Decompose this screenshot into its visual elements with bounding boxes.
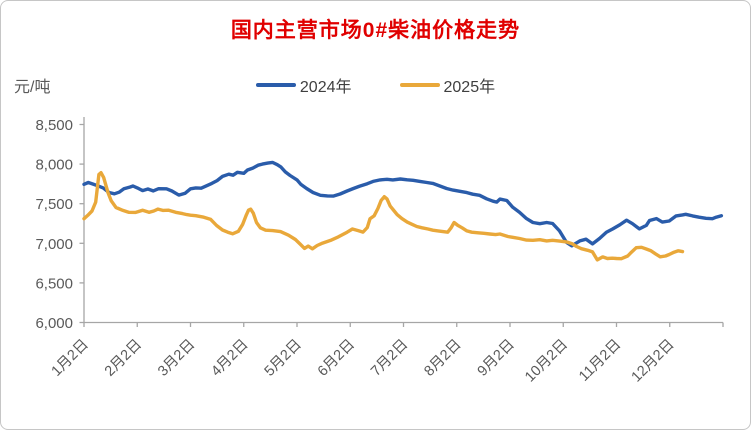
legend-swatch-2025 bbox=[399, 82, 440, 88]
x-axis-tick-label: 5月2日 bbox=[262, 337, 305, 380]
x-axis-tick-label: 6月2日 bbox=[315, 337, 358, 380]
legend-item-2024: 2024年 bbox=[255, 73, 352, 97]
x-axis-tick-label: 1月2日 bbox=[49, 337, 92, 380]
legend-label-2025: 2025年 bbox=[443, 79, 496, 96]
x-axis-tick-label: 4月2日 bbox=[208, 337, 251, 380]
y-axis-tick-label: 8,500 bbox=[35, 117, 73, 134]
y-axis-unit-label: 元/吨 bbox=[14, 79, 51, 96]
legend-item-2025: 2025年 bbox=[399, 73, 496, 97]
x-axis-tick-label: 10月2日 bbox=[522, 337, 571, 386]
x-axis-tick-label: 11月2日 bbox=[576, 337, 624, 385]
legend-label-2024: 2024年 bbox=[299, 79, 352, 96]
series-line-2025年 bbox=[82, 170, 685, 262]
x-axis-tick-label: 7月2日 bbox=[368, 337, 411, 380]
x-axis-tick-label: 12月2日 bbox=[629, 337, 678, 386]
legend: 2024年 2025年 bbox=[1, 73, 750, 97]
x-axis-tick-label: 9月2日 bbox=[475, 337, 518, 380]
x-axis-tick-label: 2月2日 bbox=[102, 337, 145, 380]
x-axis-tick-label: 8月2日 bbox=[421, 337, 464, 380]
y-axis-tick-label: 7,000 bbox=[35, 236, 73, 253]
legend-swatch-2024 bbox=[255, 82, 296, 88]
y-axis-tick-label: 7,500 bbox=[35, 196, 73, 213]
chart-title: 国内主营市场0#柴油价格走势 bbox=[230, 19, 521, 42]
y-axis-tick-label: 8,000 bbox=[35, 157, 73, 174]
x-axis-tick-label: 3月2日 bbox=[155, 337, 198, 380]
series-line-2024年 bbox=[82, 160, 724, 248]
y-axis-tick-label: 6,500 bbox=[35, 275, 73, 292]
y-axis-tick-label: 6,000 bbox=[35, 315, 73, 332]
